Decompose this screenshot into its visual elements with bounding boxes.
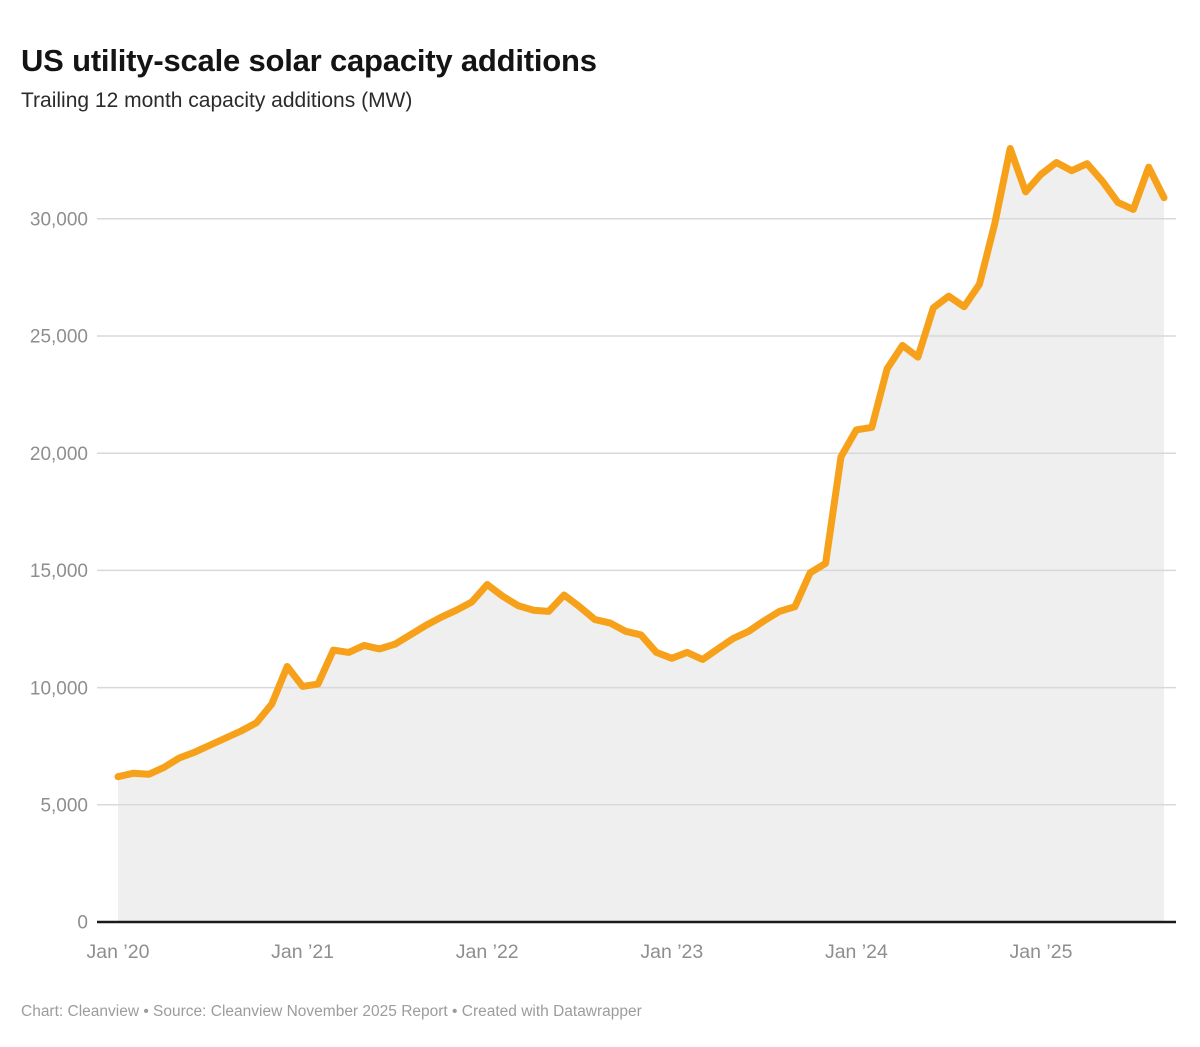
x-tick-label: Jan ’21	[271, 941, 334, 963]
gridlines	[97, 218, 1176, 806]
area-fill	[118, 148, 1164, 922]
x-tick-label: Jan ’20	[87, 941, 150, 963]
chart-subtitle: Trailing 12 month capacity additions (MW…	[21, 89, 413, 112]
y-tick-label: 30,000	[30, 209, 88, 230]
x-tick-label: Jan ’24	[825, 941, 888, 963]
y-tick-label: 25,000	[30, 327, 88, 348]
y-axis-labels: 0 5,000 10,000 15,000 20,000 25,000 30,000	[30, 209, 88, 933]
y-tick-label: 10,000	[30, 678, 88, 699]
data-line	[114, 145, 1168, 781]
y-tick-label: 15,000	[30, 561, 88, 582]
y-tick-label: 20,000	[30, 444, 88, 465]
y-tick-label: 0	[77, 913, 88, 934]
x-tick-label: Jan ’22	[456, 941, 519, 963]
x-tick-label: Jan ’25	[1010, 941, 1073, 963]
x-axis-labels: Jan ’20 Jan ’21 Jan ’22 Jan ’23 Jan ’24 Jan ’…	[87, 941, 1073, 963]
attribution-footer: Chart: Cleanview • Source: Cleanview Nov…	[21, 1003, 642, 1020]
y-tick-label: 5,000	[40, 795, 88, 816]
x-tick-label: Jan ’23	[640, 941, 703, 963]
page-title: US utility-scale solar capacity addition…	[21, 42, 597, 78]
